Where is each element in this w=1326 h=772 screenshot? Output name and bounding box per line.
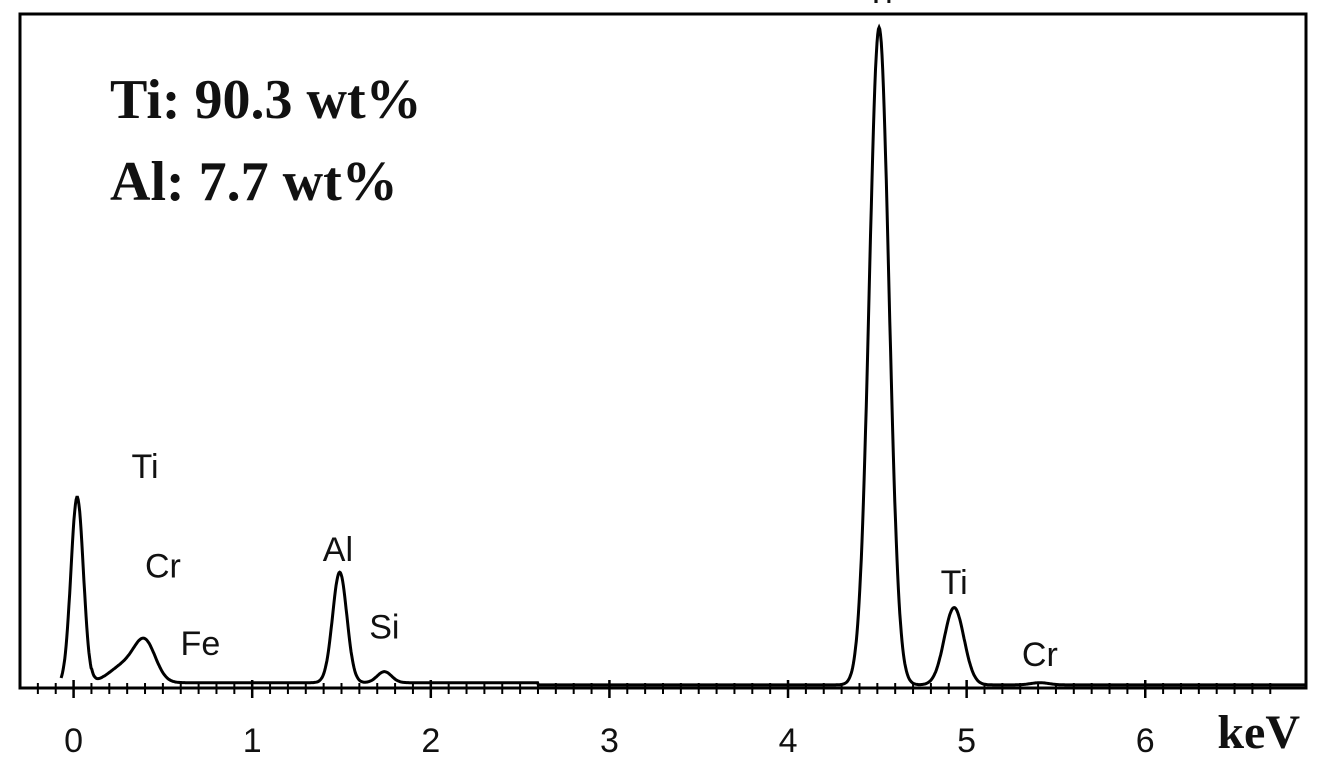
peak-label-ti: Ti: [941, 564, 968, 602]
composition-ti: Ti: 90.3 wt%: [110, 69, 422, 131]
peak-label-cr: Cr: [145, 548, 181, 586]
x-tick-label: 3: [600, 722, 619, 760]
x-axis-tick-labels: 0 1 2 3 4 5 6: [64, 722, 1155, 760]
peak-labels: Ti Cr Fe Al Si Ti Ti Cr: [131, 0, 1057, 674]
x-axis-unit-label: keV: [1217, 706, 1300, 759]
peak-label-ti: Ti: [131, 448, 158, 486]
peak-label-si: Si: [369, 608, 399, 646]
x-tick-label: 4: [779, 722, 798, 760]
peak-label-fe: Fe: [181, 625, 221, 663]
x-tick-label: 0: [64, 722, 83, 760]
x-tick-label: 2: [421, 722, 440, 760]
x-tick-label: 6: [1136, 722, 1155, 760]
spectrum-line: [59, 23, 1306, 687]
x-tick-label: 1: [243, 722, 262, 760]
peak-label-ti: Ti: [866, 0, 893, 11]
composition-al: Al: 7.7 wt%: [110, 151, 398, 213]
peak-label-cr: Cr: [1022, 636, 1058, 674]
x-tick-label: 5: [957, 722, 976, 760]
peak-label-al: Al: [323, 531, 353, 569]
